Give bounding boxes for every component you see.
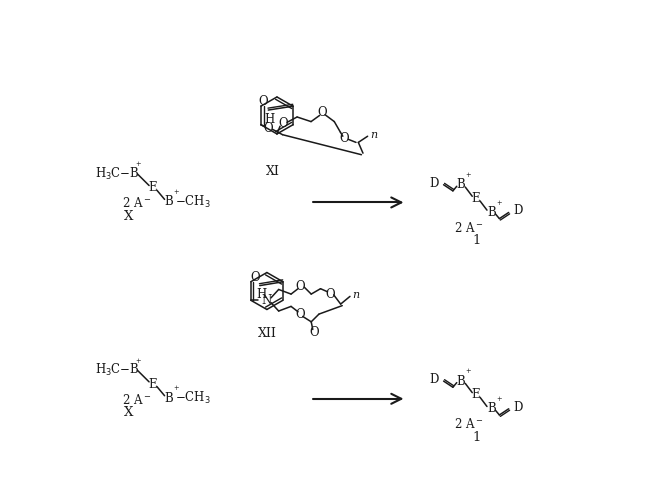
Text: $^+$: $^+$ — [172, 190, 181, 199]
Text: O: O — [317, 106, 327, 119]
Text: O: O — [278, 116, 288, 130]
Text: $^+$: $^+$ — [495, 201, 503, 210]
Text: O: O — [325, 288, 334, 300]
Text: O: O — [296, 280, 305, 293]
Text: B: B — [487, 402, 496, 415]
Text: $-$CH$_3$: $-$CH$_3$ — [175, 194, 210, 210]
Text: O: O — [309, 326, 319, 339]
Text: $^+$: $^+$ — [465, 174, 472, 182]
Text: O: O — [259, 95, 269, 108]
Text: 2 A$^-$: 2 A$^-$ — [122, 392, 151, 406]
Text: E: E — [472, 388, 481, 402]
Text: D: D — [430, 176, 439, 190]
Text: X: X — [124, 210, 133, 223]
Text: 1: 1 — [472, 431, 480, 444]
Text: $^+$: $^+$ — [172, 386, 181, 396]
Text: H$_3$C$-$B: H$_3$C$-$B — [95, 166, 140, 182]
Text: 2 A$^-$: 2 A$^-$ — [454, 417, 483, 431]
Text: 2 A$^-$: 2 A$^-$ — [454, 221, 483, 235]
Text: XI: XI — [266, 165, 280, 178]
Text: B: B — [164, 392, 173, 404]
Text: H: H — [265, 113, 275, 126]
Text: B: B — [164, 195, 173, 208]
Text: $^+$: $^+$ — [133, 359, 142, 368]
Text: n: n — [370, 130, 377, 140]
Text: D: D — [513, 204, 523, 218]
Text: $^+$: $^+$ — [465, 370, 472, 378]
Text: E: E — [149, 378, 157, 390]
Text: X: X — [124, 406, 133, 419]
Text: $-$CH$_3$: $-$CH$_3$ — [175, 390, 210, 406]
Text: O: O — [340, 132, 349, 145]
Text: B: B — [456, 178, 465, 191]
Text: B: B — [487, 206, 496, 219]
Text: H: H — [256, 288, 267, 302]
Text: O: O — [296, 308, 305, 320]
Text: n: n — [353, 290, 360, 300]
Text: E: E — [149, 182, 157, 194]
Text: 1: 1 — [472, 234, 480, 248]
Text: O: O — [250, 270, 260, 283]
Text: O: O — [264, 122, 274, 135]
Text: H$_3$C$-$B: H$_3$C$-$B — [95, 362, 140, 378]
Text: N: N — [261, 294, 272, 306]
Text: D: D — [513, 401, 523, 414]
Text: XII: XII — [258, 327, 276, 340]
Text: D: D — [430, 373, 439, 386]
Text: $^+$: $^+$ — [133, 162, 142, 172]
Text: E: E — [472, 192, 481, 205]
Text: $^+$: $^+$ — [495, 398, 503, 406]
Text: B: B — [456, 374, 465, 388]
Text: 2 A$^-$: 2 A$^-$ — [122, 196, 151, 210]
